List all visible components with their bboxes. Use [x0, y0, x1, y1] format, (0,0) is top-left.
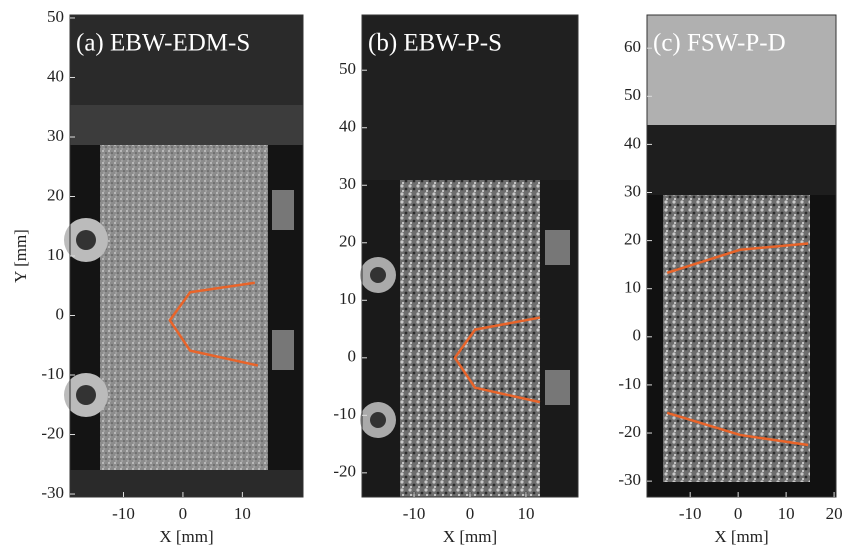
- y-tick-label: -10: [41, 364, 64, 383]
- y-tick-label: 30: [47, 126, 64, 145]
- y-tick-label: 40: [339, 117, 356, 136]
- x-axis-label: X [mm]: [443, 527, 497, 546]
- panel-c-image: [647, 15, 836, 497]
- y-tick-label: -30: [41, 483, 64, 502]
- y-tick-label: -20: [333, 462, 356, 481]
- x-tick-label: 20: [826, 504, 843, 523]
- x-tick-label: 0: [179, 504, 188, 523]
- y-tick-label: 0: [348, 347, 357, 366]
- panel-title: (c) FSW-P-D: [653, 30, 786, 57]
- y-tick-label: 40: [624, 133, 641, 152]
- y-tick-label: 20: [624, 230, 641, 249]
- x-tick-label: -10: [403, 504, 426, 523]
- y-tick-label: -20: [41, 423, 64, 442]
- crack-front-line: [168, 281, 259, 367]
- x-tick-label: -10: [112, 504, 135, 523]
- x-axis-label: X [mm]: [159, 527, 213, 546]
- y-tick-label: 10: [339, 289, 356, 308]
- x-tick-label: -10: [679, 504, 702, 523]
- y-tick-label: 30: [339, 174, 356, 193]
- x-tick-label: 0: [734, 504, 743, 523]
- crack-front-line: [453, 316, 541, 404]
- y-tick-label: 0: [56, 304, 65, 323]
- y-tick-label: 30: [624, 181, 641, 200]
- crack-front-line: [666, 242, 809, 275]
- y-tick-label: 40: [47, 66, 64, 85]
- y-tick-label: 60: [624, 37, 641, 56]
- y-tick-label: 20: [47, 185, 64, 204]
- y-tick-label: 50: [624, 85, 641, 104]
- x-tick-label: 10: [778, 504, 795, 523]
- panel-title: (a) EBW-EDM-S: [76, 30, 250, 57]
- crack-front-line: [666, 411, 809, 447]
- y-tick-label: 10: [47, 245, 64, 264]
- x-axis-label: X [mm]: [714, 527, 768, 546]
- y-tick-label: 50: [339, 59, 356, 78]
- x-tick-label: 10: [234, 504, 251, 523]
- y-tick-label: 50: [47, 7, 64, 26]
- y-tick-label: -10: [333, 404, 356, 423]
- y-tick-label: -20: [618, 422, 641, 441]
- y-tick-label: 20: [339, 232, 356, 251]
- y-tick-label: -10: [618, 374, 641, 393]
- x-tick-label: 0: [466, 504, 475, 523]
- x-tick-label: 10: [517, 504, 534, 523]
- plot-frame: [646, 14, 837, 498]
- panel-a-image: [64, 15, 303, 497]
- y-tick-label: -30: [618, 470, 641, 489]
- y-tick-label: 10: [624, 278, 641, 297]
- y-tick-label: 0: [633, 326, 642, 345]
- panel-title: (b) EBW-P-S: [368, 30, 502, 57]
- y-axis-label: Y [mm]: [11, 229, 30, 283]
- panel-b-image: [360, 15, 578, 497]
